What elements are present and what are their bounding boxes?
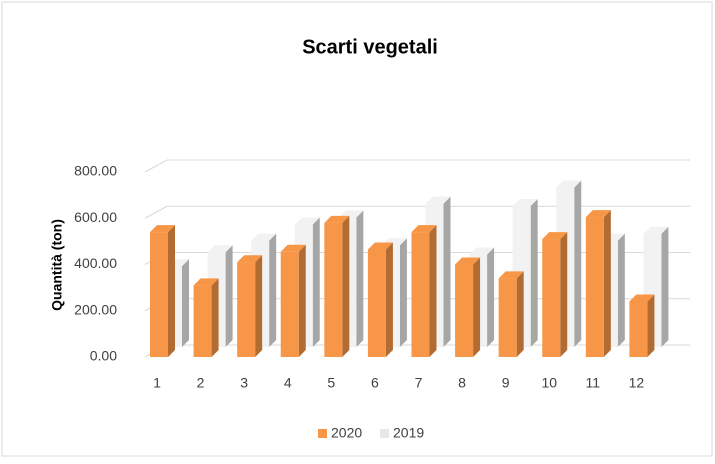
bar-side xyxy=(530,198,538,347)
legend-label: 2019 xyxy=(393,425,424,441)
x-tick-label: 6 xyxy=(371,375,379,391)
bar-side xyxy=(225,245,233,347)
x-tick-label: 10 xyxy=(541,375,557,391)
bar xyxy=(498,278,517,357)
bar xyxy=(193,285,212,357)
bar-side xyxy=(661,226,669,347)
bar-top xyxy=(512,198,538,206)
y-tick-label: 600.00 xyxy=(74,209,117,225)
bar xyxy=(150,232,168,357)
bar-top xyxy=(294,217,320,225)
bar-side xyxy=(312,217,320,347)
bar-top xyxy=(367,242,393,250)
x-tick-label: 7 xyxy=(415,375,423,391)
bar-top xyxy=(643,226,669,234)
bar-top xyxy=(338,210,364,218)
bar-top xyxy=(207,245,233,253)
bar-side xyxy=(385,242,393,357)
bar-top xyxy=(498,271,524,279)
chart-title: Scarti vegetali xyxy=(302,36,438,58)
bar xyxy=(324,222,343,357)
y-axis-label: Quantità (ton) xyxy=(49,219,65,311)
bar-side xyxy=(429,225,437,357)
y-tick-label: 400.00 xyxy=(74,255,117,271)
bar-top xyxy=(425,196,451,204)
x-tick-label: 1 xyxy=(153,375,161,391)
bar-side xyxy=(603,210,611,357)
bar-side xyxy=(617,233,625,347)
bar-side xyxy=(560,232,568,357)
bar-top xyxy=(469,247,495,255)
bar-top xyxy=(280,244,306,252)
bar-side xyxy=(211,278,219,357)
y-tick-label: 800.00 xyxy=(74,163,117,179)
bar-top xyxy=(585,210,611,218)
bar xyxy=(629,301,648,357)
bar-top xyxy=(150,225,175,233)
bar-top xyxy=(324,215,350,223)
bar-side xyxy=(182,259,189,347)
bar-side xyxy=(168,225,175,357)
bar-side xyxy=(473,257,481,357)
legend-swatch xyxy=(380,429,389,438)
x-tick-label: 2 xyxy=(197,375,205,391)
bar xyxy=(585,217,604,357)
bar-top xyxy=(251,233,277,241)
bar xyxy=(455,264,474,357)
bar-top xyxy=(193,278,219,286)
bar-top xyxy=(556,180,582,188)
bar-side xyxy=(647,294,655,357)
bar-side xyxy=(399,238,407,347)
x-tick-label: 11 xyxy=(586,375,601,391)
bar-top xyxy=(629,294,655,302)
legend-swatch xyxy=(318,429,327,438)
bar-top xyxy=(411,225,437,233)
legend-label: 2020 xyxy=(331,425,362,441)
bar xyxy=(237,262,256,357)
bar-side xyxy=(255,255,263,357)
y-tick-label: 200.00 xyxy=(74,301,117,317)
bar xyxy=(367,249,386,357)
x-tick-label: 3 xyxy=(240,375,248,391)
x-tick-label: 4 xyxy=(284,375,292,391)
bar xyxy=(280,251,299,357)
y-tick-label: 0.00 xyxy=(90,348,117,364)
x-tick-label: 12 xyxy=(629,375,645,391)
bar-side xyxy=(356,210,364,347)
bar-side xyxy=(443,196,451,347)
bar-top xyxy=(542,232,568,240)
x-tick-label: 8 xyxy=(458,375,466,391)
bar-side xyxy=(574,180,582,347)
bar-side xyxy=(487,247,495,347)
bar-top xyxy=(455,257,481,265)
bar xyxy=(542,239,561,357)
grid-line xyxy=(144,159,690,173)
bar-top xyxy=(237,255,263,263)
bar-side xyxy=(516,271,524,357)
bar-side xyxy=(342,215,350,357)
x-tick-label: 5 xyxy=(327,375,335,391)
bar-side xyxy=(298,244,306,357)
bar-side xyxy=(269,233,277,347)
bar xyxy=(411,232,430,357)
x-tick-label: 9 xyxy=(502,375,510,391)
